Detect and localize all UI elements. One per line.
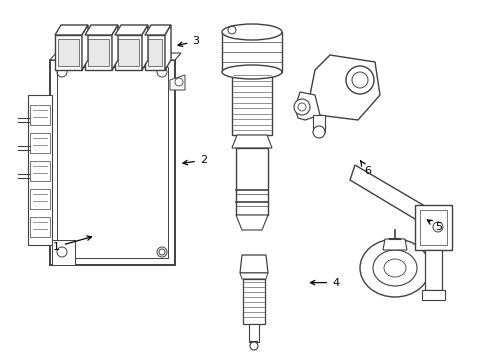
Circle shape (346, 66, 374, 94)
Polygon shape (249, 324, 259, 342)
Polygon shape (165, 25, 171, 70)
Polygon shape (240, 273, 268, 279)
Polygon shape (420, 210, 447, 245)
Circle shape (159, 249, 165, 255)
Text: 5: 5 (427, 220, 442, 232)
Polygon shape (52, 240, 75, 265)
Polygon shape (142, 25, 148, 70)
Polygon shape (350, 165, 435, 228)
Polygon shape (55, 25, 88, 35)
Polygon shape (383, 239, 407, 250)
Polygon shape (30, 217, 50, 237)
Polygon shape (88, 39, 109, 66)
Text: 3: 3 (178, 36, 199, 46)
Circle shape (433, 222, 443, 232)
Polygon shape (50, 53, 181, 60)
Ellipse shape (373, 250, 417, 286)
Polygon shape (115, 25, 148, 35)
Polygon shape (145, 25, 171, 35)
Polygon shape (236, 215, 268, 230)
Polygon shape (85, 35, 112, 70)
Polygon shape (30, 133, 50, 153)
Polygon shape (425, 250, 442, 290)
Polygon shape (50, 60, 175, 265)
Polygon shape (222, 32, 282, 72)
Ellipse shape (222, 24, 282, 40)
Text: 4: 4 (311, 278, 339, 288)
Polygon shape (415, 205, 452, 250)
Polygon shape (310, 55, 380, 120)
Polygon shape (118, 39, 139, 66)
Polygon shape (240, 255, 268, 273)
Polygon shape (148, 39, 162, 66)
Polygon shape (422, 290, 445, 300)
Polygon shape (236, 148, 268, 215)
Polygon shape (112, 25, 118, 70)
Polygon shape (232, 72, 272, 135)
Polygon shape (170, 75, 185, 90)
Polygon shape (115, 35, 142, 70)
Polygon shape (243, 279, 265, 324)
Polygon shape (295, 92, 320, 120)
Polygon shape (145, 35, 165, 70)
Text: 1: 1 (53, 236, 92, 252)
Polygon shape (313, 115, 325, 132)
Polygon shape (28, 95, 52, 245)
Text: 6: 6 (361, 161, 371, 176)
Polygon shape (55, 35, 82, 70)
Circle shape (352, 72, 368, 88)
Polygon shape (58, 39, 79, 66)
Ellipse shape (384, 259, 406, 277)
Polygon shape (82, 25, 88, 70)
Circle shape (313, 126, 325, 138)
Circle shape (294, 99, 310, 115)
Ellipse shape (222, 65, 282, 79)
Polygon shape (30, 161, 50, 181)
Polygon shape (85, 25, 118, 35)
Ellipse shape (360, 239, 430, 297)
Polygon shape (232, 135, 272, 148)
Polygon shape (30, 105, 50, 125)
Text: 2: 2 (183, 155, 207, 165)
Circle shape (298, 103, 306, 111)
Circle shape (250, 342, 258, 350)
Polygon shape (30, 189, 50, 209)
